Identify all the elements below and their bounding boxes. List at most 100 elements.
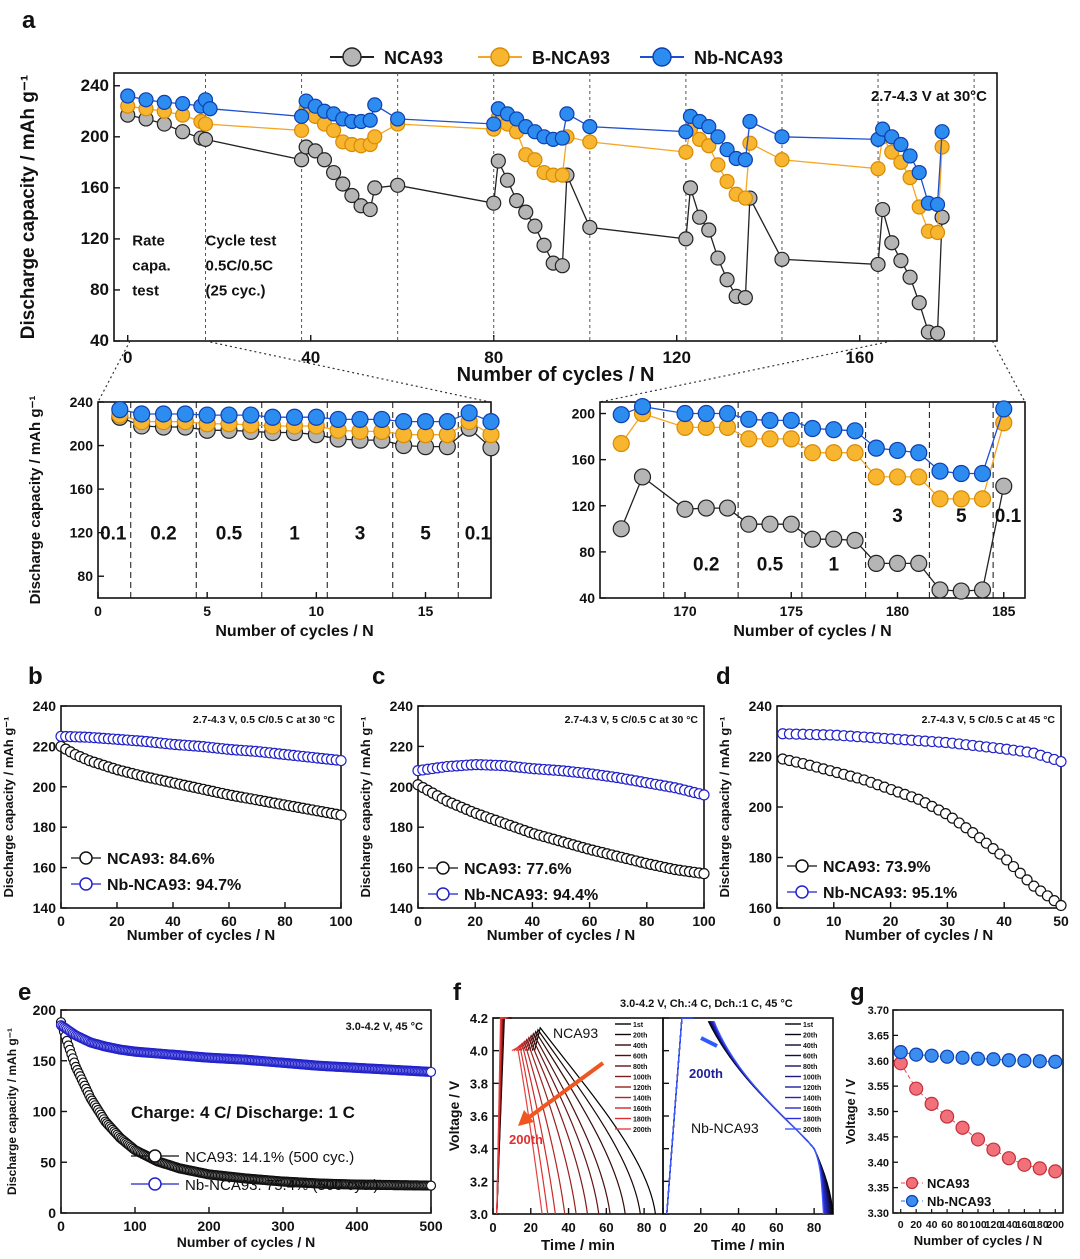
- x-tick-label: 40: [731, 1220, 745, 1235]
- x-tick-label: 80: [807, 1220, 821, 1235]
- x-tick-label: 0: [659, 1220, 666, 1235]
- x-tick-label: 60: [769, 1220, 783, 1235]
- y-tick-label: 3.30: [868, 1208, 889, 1220]
- data-point: [939, 1109, 955, 1124]
- panel-letter-f: f: [453, 979, 462, 1006]
- x-tick-label: 20: [883, 913, 899, 929]
- legend-label: Nb-NCA93: [927, 1194, 991, 1209]
- data-point: [718, 404, 737, 423]
- data-point: [902, 148, 918, 164]
- data-point: [133, 405, 151, 423]
- x-tick-label: 0: [94, 603, 102, 619]
- data-point: [774, 251, 790, 267]
- data-point: [499, 172, 516, 188]
- series-line: [119, 414, 492, 436]
- data-point: [929, 224, 946, 241]
- x-axis-label: Time / min: [711, 1237, 785, 1254]
- x-tick-label: 40: [165, 913, 181, 929]
- legend-label: 200th: [803, 1127, 821, 1134]
- legend-label: 180th: [633, 1117, 651, 1124]
- y-tick-label: 140: [33, 900, 57, 916]
- data-point: [390, 111, 406, 127]
- chart-b: 0 20 40 60 80 100 140 160 180 200 220 240 Number of …: [1, 698, 353, 944]
- data-point: [909, 1047, 924, 1062]
- data-point: [931, 462, 949, 480]
- legend-label: NCA93: [384, 48, 443, 68]
- data-point: [782, 515, 800, 533]
- data-point: [264, 408, 282, 426]
- data-point: [527, 218, 543, 234]
- panel-letter-a: a: [22, 7, 36, 34]
- data-point: [710, 157, 726, 173]
- data-point: [351, 410, 369, 429]
- data-point: [197, 116, 214, 132]
- data-point: [910, 468, 928, 486]
- y-tick-label: 180: [390, 819, 414, 835]
- x-axis-label: Number of cycles / N: [487, 927, 635, 944]
- annotation: capa.: [132, 257, 170, 274]
- data-point: [929, 325, 946, 341]
- x-tick-label: 10: [826, 913, 842, 929]
- data-point: [888, 554, 907, 573]
- data-point: [939, 1049, 955, 1064]
- y-tick-label: 3.2: [470, 1174, 488, 1189]
- x-tick-label: 0: [123, 348, 132, 367]
- legend-label: Nb-NCA93: 94.4%: [464, 887, 598, 904]
- legend-label: B-NCA93: [532, 48, 610, 68]
- rate-label: 0.1: [465, 524, 492, 545]
- panel-letter-g: g: [850, 979, 865, 1006]
- y-tick-label: 240: [749, 698, 773, 714]
- annotation: (25 cyc.): [206, 282, 266, 299]
- data-point: [931, 581, 949, 599]
- data-point: [612, 406, 630, 424]
- x-tick-label: 60: [221, 913, 237, 929]
- y-tick-label: 40: [579, 590, 595, 606]
- rate-label: 0.5: [757, 554, 784, 575]
- y-tick-label: 240: [81, 76, 109, 95]
- data-point: [554, 130, 570, 146]
- x-axis-label: Number of cycles / N: [845, 927, 993, 944]
- data-point: [335, 754, 347, 767]
- y-tick-label: 200: [33, 779, 57, 795]
- y-tick-label: 200: [572, 406, 596, 422]
- arrow: [526, 1061, 605, 1120]
- voltage-curve: [666, 1017, 827, 1215]
- y-tick-label: 160: [749, 900, 773, 916]
- data-point: [329, 410, 347, 429]
- legend-label: 140th: [803, 1096, 821, 1103]
- data-point: [737, 290, 753, 306]
- data-point: [395, 413, 413, 431]
- data-point: [390, 177, 406, 193]
- data-point: [902, 269, 918, 285]
- chart-c: 0 20 40 60 80 100 140 160 180 200 220 240 Number of …: [358, 698, 716, 944]
- legend-label: 60th: [633, 1054, 647, 1061]
- plot-frame: [60, 705, 342, 909]
- y-tick-label: 3.60: [868, 1056, 889, 1068]
- x-axis-label: Number of cycles / N: [457, 364, 655, 386]
- data-point: [120, 88, 136, 104]
- data-point: [719, 272, 735, 288]
- data-point: [1014, 867, 1026, 879]
- x-tick-label: 170: [673, 603, 697, 619]
- data-point: [1032, 1161, 1047, 1176]
- legend-label: 40th: [803, 1043, 817, 1050]
- y-tick-label: 80: [90, 280, 109, 299]
- data-point: [782, 430, 800, 448]
- data-point: [156, 94, 172, 110]
- data-point: [995, 477, 1013, 495]
- y-tick-label: 240: [33, 698, 57, 714]
- y-tick-label: 160: [572, 452, 596, 468]
- data-point: [973, 581, 992, 599]
- data-point: [931, 490, 949, 508]
- data-point: [803, 530, 822, 548]
- data-point: [362, 112, 378, 128]
- data-point: [293, 122, 310, 139]
- y-tick-label: 4.0: [470, 1044, 488, 1059]
- legend-label: 160th: [803, 1106, 821, 1113]
- rate-label: 3: [355, 524, 366, 545]
- data-point: [1001, 854, 1013, 866]
- data-point: [825, 421, 843, 439]
- data-point: [293, 108, 310, 124]
- data-point: [1017, 1053, 1032, 1068]
- data-point: [740, 430, 758, 448]
